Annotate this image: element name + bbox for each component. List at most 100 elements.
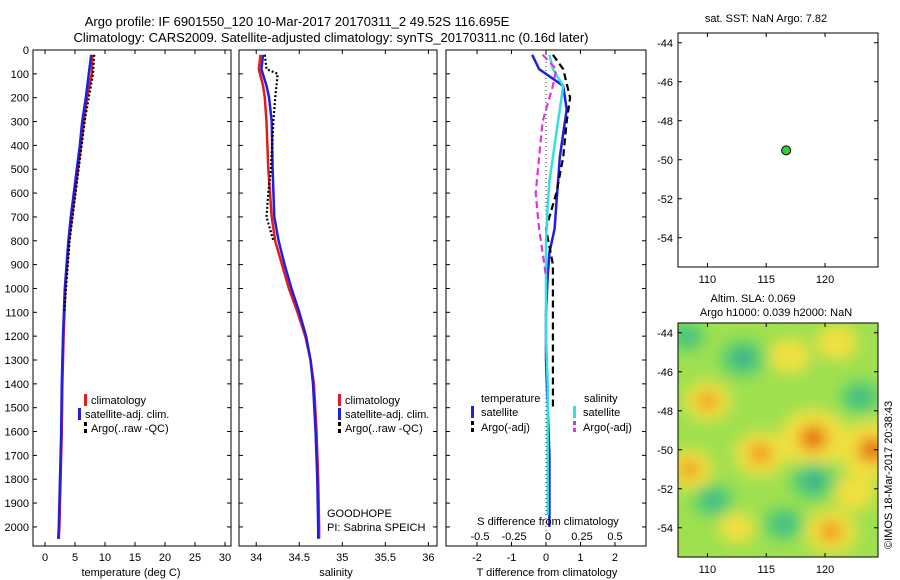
legend-swatch-argo (84, 422, 87, 426)
x-tick-label: -1 (507, 552, 517, 564)
x-tick-label: 34.5 (289, 552, 310, 564)
y-tick-label: 600 (11, 188, 29, 200)
y-tick-label: 0 (23, 45, 29, 57)
legend-label-s-argo: Argo(-adj) (583, 422, 632, 434)
series-line (260, 54, 320, 539)
legend-swatch-climatology (338, 394, 341, 406)
argo-position-marker (781, 145, 792, 156)
map-y-tick-label: -50 (657, 155, 673, 167)
sla-negative-anomaly-core (851, 390, 869, 405)
sla-positive-anomaly-core (748, 443, 773, 465)
map-x-tick-label: 110 (699, 564, 717, 576)
sla-negative-anomaly-peak (737, 353, 748, 364)
salinity-panel: 34 34.5 35 35.5 36 climatology satellite-adj… (238, 49, 438, 579)
x-tick-label: 10 (99, 552, 111, 564)
legend-label-climatology: climatology (91, 395, 147, 407)
x-tick-label: 1 (577, 552, 583, 564)
map-y-tick-label: -54 (657, 233, 673, 245)
legend-label-s-satellite: satellite (583, 407, 620, 419)
platform-annotation: GOODHOPE (327, 508, 392, 520)
map-y-tick-label: -52 (657, 484, 673, 496)
sst-map-panel: sat. SST: NaN Argo: 7.82 -44 -46 -48 -50 -52… (657, 13, 879, 286)
s-tick-label: 0 (545, 531, 551, 543)
y-tick-label: 1300 (5, 355, 29, 367)
legend-label-climatology: climatology (345, 395, 401, 407)
map-y-tick-label: -54 (657, 523, 673, 535)
map-y-tick-label: -48 (657, 406, 673, 418)
salinity-xlabel: salinity (319, 567, 353, 579)
map-y-tick-label: -46 (657, 367, 673, 379)
temperature-series (56, 54, 96, 539)
y-tick-label: 1900 (5, 498, 29, 510)
sla-title-line1: Altim. SLA: 0.069 (711, 293, 796, 305)
temperature-plot-area (32, 49, 232, 547)
sla-positive-anomaly-core (819, 521, 843, 543)
y-tick-label: 2000 (5, 522, 29, 534)
legend-swatch-s-argo (573, 421, 576, 425)
x-tick-label: 35 (336, 552, 348, 564)
legend-label-t-satellite: satellite (481, 407, 518, 419)
sst-map-title: sat. SST: NaN Argo: 7.82 (705, 13, 827, 25)
sla-positive-anomaly (718, 511, 756, 544)
legend-swatch-argo-2 (84, 429, 87, 433)
legend-swatch-argo (338, 422, 341, 426)
legend-swatch-s-argo-2 (573, 428, 576, 432)
s-difference-axis-label: S difference from climatology (477, 516, 619, 528)
legend-label-argo: Argo(..raw -QC) (345, 423, 423, 435)
temperature-panel: 0100200300400500600700800900100011001200… (5, 45, 232, 579)
legend-heading-temperature: temperature (481, 393, 540, 405)
sla-heatmap-cells (678, 323, 878, 555)
y-tick-label: 400 (11, 140, 29, 152)
x-tick-label: 2 (612, 552, 618, 564)
legend-heading-salinity: salinity (584, 393, 618, 405)
sla-negative-anomaly-peak (808, 475, 819, 486)
sla-heatmap (678, 323, 878, 557)
figure-title-line2: Climatology: CARS2009. Satellite-adjuste… (74, 30, 589, 45)
figure-title-line1: Argo profile: IF 6901550_120 10-Mar-2017… (85, 14, 510, 29)
series-line (544, 54, 565, 515)
y-tick-label: 1800 (5, 474, 29, 486)
legend-swatch-t-satellite (471, 406, 474, 418)
sla-positive-anomaly-peak (806, 431, 821, 446)
salinity-axis-ticks: 34 34.5 35 35.5 36 (239, 49, 437, 564)
legend-swatch-t-argo-2 (471, 428, 474, 432)
legend-swatch-argo-2 (338, 429, 341, 433)
y-tick-label: 1100 (5, 307, 29, 319)
sla-negative-anomaly-core (775, 516, 793, 531)
sla-negative-anomaly-core (704, 493, 722, 508)
sla-positive-anomaly-peak (865, 442, 878, 457)
y-tick-label: 200 (11, 93, 29, 105)
x-tick-label: 25 (189, 552, 201, 564)
series-line (56, 54, 93, 539)
imos-watermark: ©IMOS 18-Mar-2017 20:38:43 (883, 401, 895, 549)
map-y-tick-label: -46 (657, 77, 673, 89)
sla-positive-anomaly (833, 474, 876, 511)
map-y-tick-label: -44 (657, 38, 673, 50)
x-tick-label: 34 (250, 552, 262, 564)
y-tick-label: 1700 (5, 450, 29, 462)
x-tick-label: 5 (72, 552, 78, 564)
map-x-tick-label: 115 (757, 274, 775, 286)
difference-panel: -2 -1 0 1 2 temperature salinity satellite s… (445, 49, 647, 579)
x-tick-label: 30 (219, 552, 231, 564)
map-y-tick-label: -50 (657, 445, 673, 457)
map-x-tick-label: 115 (757, 564, 775, 576)
legend-label-argo: Argo(..raw -QC) (91, 423, 169, 435)
x-tick-label: 0 (42, 552, 48, 564)
series-line (263, 54, 279, 242)
sla-map-axis-ticks: -44 -46 -48 -50 -52 -54 110 115 120 (657, 323, 878, 576)
salinity-plot-area (238, 49, 438, 547)
s-tick-label: -0.25 (501, 531, 526, 543)
y-tick-label: 1000 (5, 283, 29, 295)
y-tick-label: 300 (11, 117, 29, 129)
sst-map-area (677, 32, 879, 268)
legend-swatch-satellite-adj (338, 408, 341, 420)
legend-label-satellite-adj: satellite-adj. clim. (345, 409, 429, 421)
legend-label-t-argo: Argo(-adj) (481, 422, 530, 434)
x-tick-label: 20 (159, 552, 171, 564)
sla-map-panel: Altim. SLA: 0.069 Argo h1000: 0.039 h200… (657, 293, 879, 576)
y-tick-label: 1600 (5, 427, 29, 439)
s-tick-label: 0.25 (571, 531, 592, 543)
y-tick-label: 1200 (5, 331, 29, 343)
y-tick-label: 500 (11, 164, 29, 176)
